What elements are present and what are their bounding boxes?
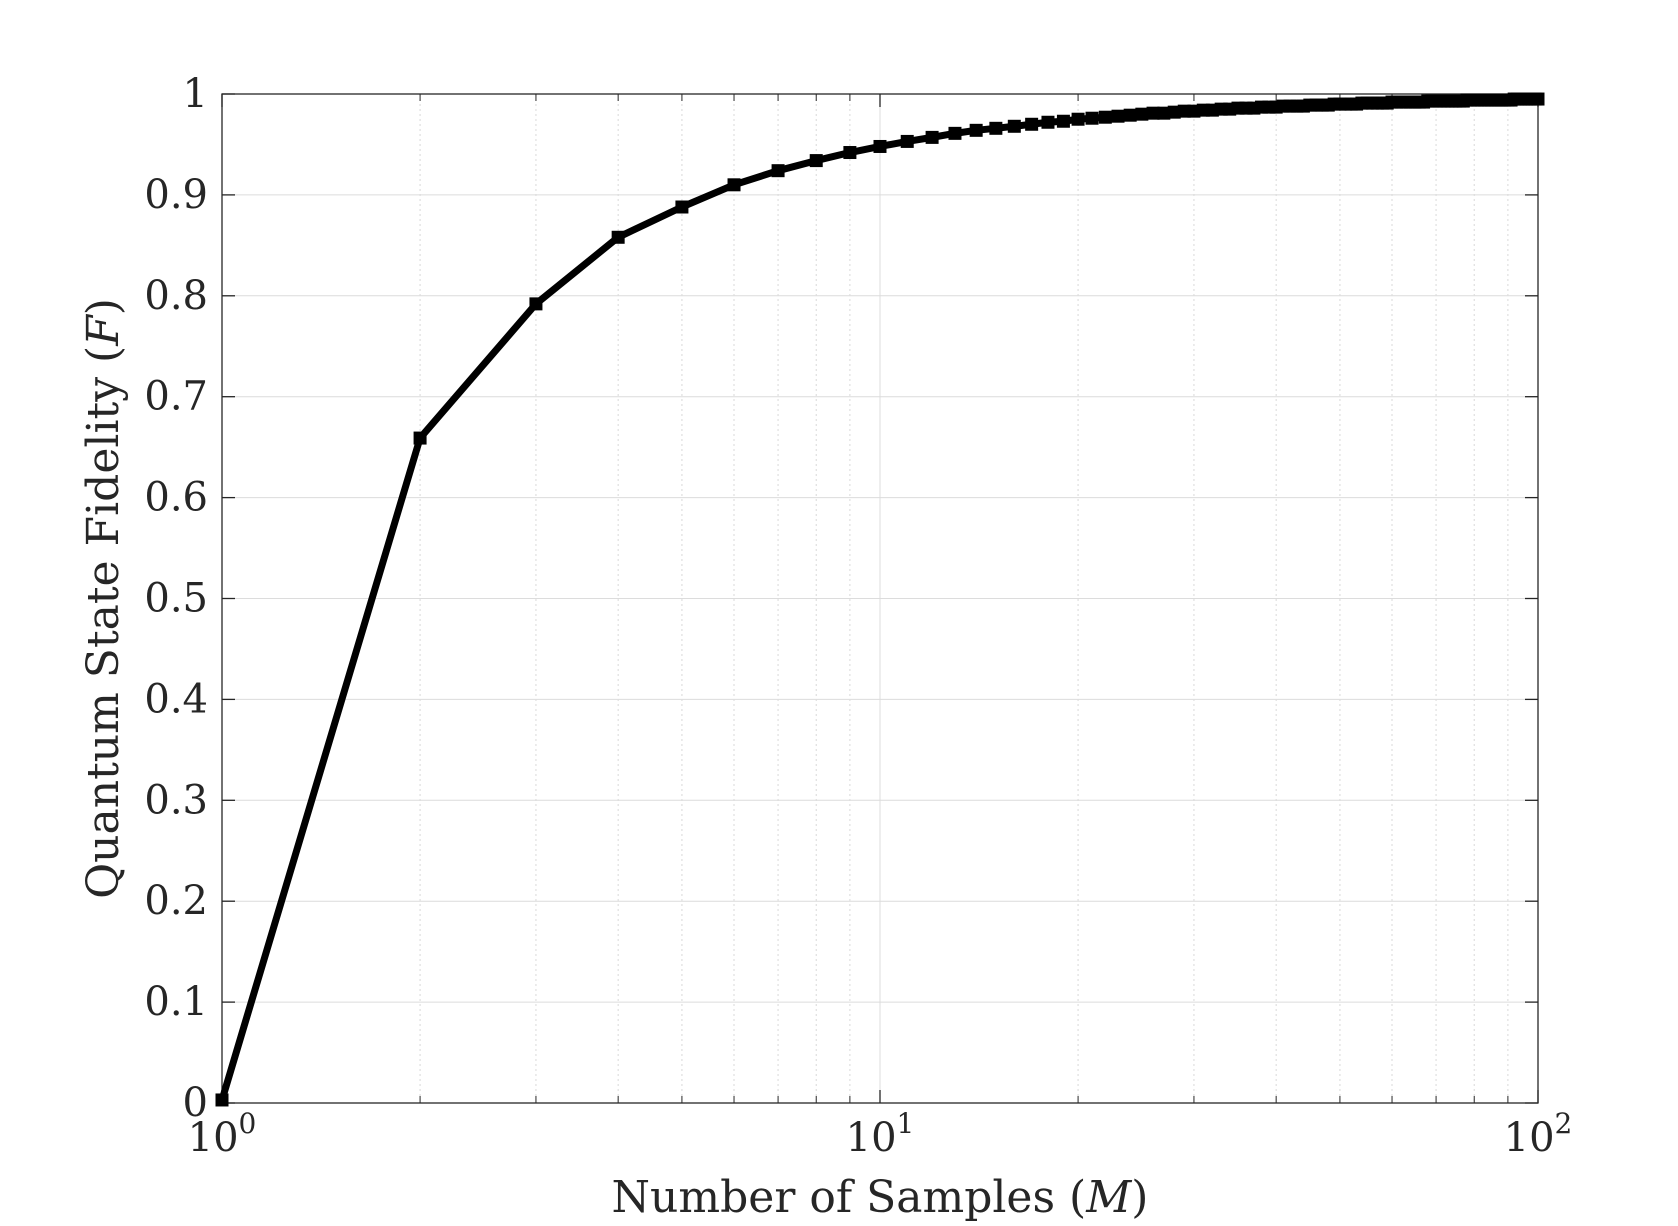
data-point-marker: [1056, 114, 1070, 128]
x-axis-label-close: ): [1131, 1172, 1148, 1223]
y-tick-label: 0.7: [144, 374, 208, 420]
y-axis-label-close: ): [78, 298, 129, 315]
x-tick-label-exponent: 1: [897, 1107, 915, 1140]
data-point-marker: [1157, 106, 1171, 120]
y-tick-label: 1: [183, 71, 208, 117]
data-point-marker: [413, 431, 427, 445]
y-tick-label: 0.1: [144, 979, 208, 1025]
data-point-marker: [843, 146, 857, 160]
x-tick-label-base: 10: [188, 1115, 239, 1161]
data-point-marker: [771, 164, 785, 178]
data-point-marker: [873, 139, 887, 153]
y-axis-label: Quantum State Fidelity (F): [78, 298, 129, 899]
data-point-marker: [611, 230, 625, 244]
data-point-marker: [215, 1093, 229, 1107]
data-point-marker: [1041, 115, 1055, 129]
data-point-marker: [1135, 107, 1149, 121]
data-point-marker: [1007, 119, 1021, 133]
x-tick-label-base: 10: [846, 1115, 897, 1161]
data-point-marker: [727, 178, 741, 192]
y-axis-label-text: Quantum State Fidelity (: [78, 346, 129, 899]
data-point-marker: [675, 200, 689, 214]
data-point-marker: [1167, 105, 1181, 119]
data-point-marker: [989, 121, 1003, 135]
data-point-marker: [1098, 110, 1112, 124]
data-point-marker: [1085, 111, 1099, 125]
y-tick-label: 0: [183, 1080, 208, 1126]
plot-frame: [221, 93, 1539, 1104]
x-tick-label-exponent: 2: [1555, 1107, 1573, 1140]
y-tick-label: 0.8: [144, 273, 208, 319]
x-tick-label: 100: [188, 1107, 257, 1161]
y-axis-label-variable: F: [78, 314, 129, 347]
x-tick-label-base: 10: [1504, 1115, 1555, 1161]
data-point-marker: [948, 126, 962, 140]
data-point-marker: [529, 297, 543, 311]
data-point-marker: [969, 123, 983, 137]
data-point-marker: [1025, 117, 1039, 131]
y-tick-label: 0.5: [144, 576, 208, 622]
y-tick-label: 0.2: [144, 878, 208, 924]
y-tick-label: 0.3: [144, 777, 208, 823]
x-axis-label-variable: M: [1085, 1172, 1132, 1223]
data-point-marker: [1111, 109, 1125, 123]
data-point-marker: [1146, 106, 1160, 120]
x-tick-label: 102: [1504, 1107, 1573, 1161]
x-axis-label-text: Number of Samples (: [612, 1172, 1087, 1223]
data-point-marker: [1531, 92, 1545, 106]
x-axis-label: Number of Samples (M): [612, 1172, 1149, 1223]
y-tick-label: 0.6: [144, 475, 208, 521]
data-point-marker: [900, 134, 914, 148]
y-tick-label: 0.4: [144, 676, 208, 722]
data-point-marker: [925, 130, 939, 144]
data-point-marker: [809, 154, 823, 168]
data-point-marker: [1123, 108, 1137, 122]
grid: [221, 93, 1539, 1104]
data-point-marker: [1071, 112, 1085, 126]
x-tick-label: 101: [846, 1107, 915, 1161]
x-tick-label-exponent: 0: [239, 1107, 257, 1140]
data-series: [215, 92, 1545, 1107]
y-tick-label: 0.9: [144, 172, 208, 218]
